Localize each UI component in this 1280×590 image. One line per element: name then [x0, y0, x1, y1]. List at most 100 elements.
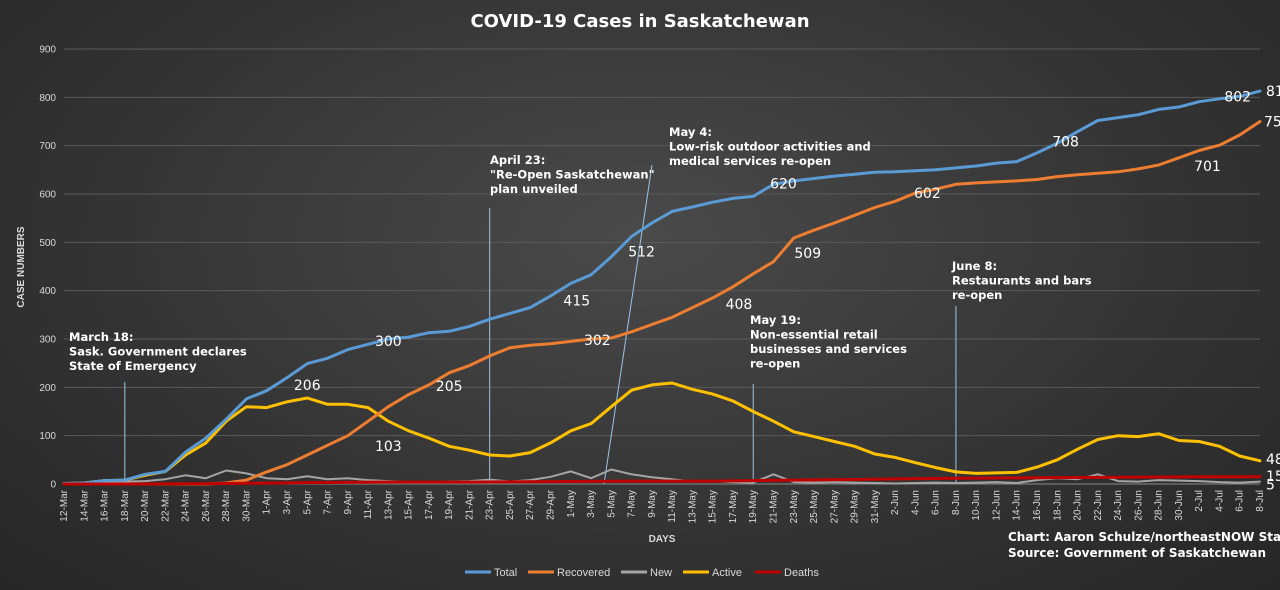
- data-label: 509: [794, 246, 821, 262]
- annotation-line: Sask. Government declares: [69, 345, 247, 359]
- annotation-pointers: [124, 164, 957, 485]
- y-tick-label: 600: [39, 190, 56, 201]
- y-tick-label: 200: [39, 383, 56, 394]
- x-tick-label: 16-Jun: [1032, 490, 1043, 521]
- x-tick-label: 8-Jun: [951, 490, 962, 515]
- x-tick-label: 22-Mar: [160, 489, 171, 521]
- x-tick-label: 23-Apr: [485, 489, 496, 520]
- annotation-line: "Re-Open Saskatchewan": [490, 168, 655, 182]
- series-line-total: [62, 89, 1262, 485]
- annotation-line: re-open: [750, 357, 800, 371]
- x-tick-label: 27-Apr: [525, 489, 536, 520]
- data-label: 813: [1266, 84, 1280, 100]
- annotation: April 23:"Re-Open Saskatchewan"plan unve…: [490, 153, 655, 196]
- x-tick-label: 29-Apr: [546, 489, 557, 520]
- chart-title: COVID-19 Cases in Saskatchewan: [470, 11, 809, 32]
- x-tick-label: 14-Mar: [79, 489, 90, 521]
- data-label: 750: [1264, 115, 1280, 131]
- data-label: 205: [436, 379, 463, 395]
- y-axis-title: CASE NUMBERS: [16, 226, 27, 307]
- annotation-line: Restaurants and bars: [952, 274, 1092, 288]
- x-tick-label: 22-Jun: [1093, 490, 1104, 521]
- annotation-line: April 23:: [490, 153, 545, 167]
- x-tick-label: 31-May: [870, 490, 881, 523]
- annotation-line: re-open: [952, 288, 1002, 302]
- x-tick-label: 12-Jun: [991, 490, 1002, 521]
- y-tick-label: 100: [39, 431, 56, 442]
- data-label: 302: [584, 333, 611, 349]
- x-tick-label: 28-Jun: [1154, 490, 1165, 521]
- x-tick-label: 9-Apr: [343, 489, 354, 514]
- x-tick-label: 6-Jun: [931, 490, 942, 515]
- x-tick-label: 26-Jun: [1133, 490, 1144, 521]
- x-tick-label: 24-Mar: [181, 489, 192, 521]
- x-axis-title: DAYS: [649, 534, 676, 545]
- x-tick-label: 17-May: [728, 490, 739, 523]
- x-tick-label: 9-May: [647, 490, 658, 518]
- y-tick-label: 300: [39, 335, 56, 346]
- x-tick-label: 11-May: [667, 490, 678, 523]
- annotation-line: March 18:: [69, 330, 134, 344]
- x-tick-label: 3-Apr: [282, 489, 293, 514]
- y-axis-ticks: 0 100 200 300 400 500 600 700 800 900: [39, 45, 56, 491]
- data-label: 5: [1266, 478, 1275, 494]
- x-tick-label: 3-May: [586, 490, 597, 518]
- x-tick-label: 8-Jul: [1255, 490, 1266, 512]
- data-label: 415: [563, 293, 590, 309]
- x-tick-label: 18-Jun: [1052, 490, 1063, 521]
- x-tick-label: 20-Mar: [140, 489, 151, 521]
- x-tick-label: 6-Jul: [1235, 490, 1246, 512]
- data-label: 15: [1266, 469, 1280, 485]
- x-tick-label: 7-Apr: [323, 489, 334, 514]
- annotation-line: June 8:: [951, 259, 997, 273]
- x-tick-label: 21-Apr: [464, 489, 475, 520]
- x-tick-label: 4-Jun: [910, 490, 921, 515]
- x-tick-label: 27-May: [829, 490, 840, 523]
- series-line-recovered: [62, 120, 1262, 486]
- legend-label: Recovered: [557, 567, 610, 579]
- chart-credit: Chart: Aaron Schulze/northeastNOW Staff: [1008, 530, 1280, 544]
- x-tick-label: 23-May: [789, 490, 800, 523]
- x-tick-label: 21-May: [768, 490, 779, 523]
- x-tick-label: 29-May: [850, 490, 861, 523]
- series-line-active: [62, 381, 1262, 485]
- x-tick-label: 24-Jun: [1113, 490, 1124, 521]
- x-tick-label: 15-Apr: [404, 489, 415, 520]
- series-lines: [62, 89, 1262, 486]
- annotation-line: plan unveiled: [490, 182, 578, 196]
- x-tick-label: 2-Jul: [1194, 490, 1205, 512]
- annotation-line: State of Emergency: [69, 359, 197, 373]
- x-axis-ticks: 12-Mar 14-Mar 16-Mar 18-Mar 20-Mar 22-Mar 24-M…: [59, 489, 1266, 523]
- data-label: 103: [375, 439, 402, 455]
- x-tick-label: 19-Apr: [444, 489, 455, 520]
- x-tick-label: 17-Apr: [424, 489, 435, 520]
- x-tick-label: 10-Jun: [971, 490, 982, 521]
- y-tick-label: 0: [50, 480, 56, 491]
- legend: Total Recovered New Active Deaths: [465, 567, 819, 579]
- x-tick-label: 18-Mar: [120, 489, 131, 521]
- x-tick-label: 28-Mar: [221, 489, 232, 521]
- x-tick-label: 25-Apr: [505, 489, 516, 520]
- x-tick-label: 13-Apr: [383, 489, 394, 520]
- x-tick-label: 4-Jul: [1214, 490, 1225, 512]
- x-tick-label: 12-Mar: [59, 489, 70, 521]
- x-tick-label: 25-May: [809, 490, 820, 523]
- annotation-line: Low-risk outdoor activities and: [669, 140, 871, 154]
- x-tick-label: 20-Jun: [1073, 490, 1084, 521]
- data-label: 408: [726, 297, 753, 313]
- annotation-line: May 4:: [669, 125, 712, 139]
- x-tick-label: 11-Apr: [363, 489, 374, 519]
- data-label: 512: [628, 245, 655, 261]
- data-label: 602: [914, 186, 941, 202]
- series-line-deaths: [62, 475, 1262, 486]
- legend-label: Deaths: [784, 567, 819, 579]
- annotation-line: businesses and services: [750, 342, 907, 356]
- data-label: 708: [1052, 135, 1079, 151]
- data-labels: 206 103 300 205 302 415 512 408 509 620 602 708 701 8…: [294, 84, 1280, 494]
- x-tick-label: 5-Apr: [302, 489, 313, 514]
- annotation: March 18:Sask. Government declaresState …: [69, 330, 247, 373]
- x-tick-label: 7-May: [627, 490, 638, 518]
